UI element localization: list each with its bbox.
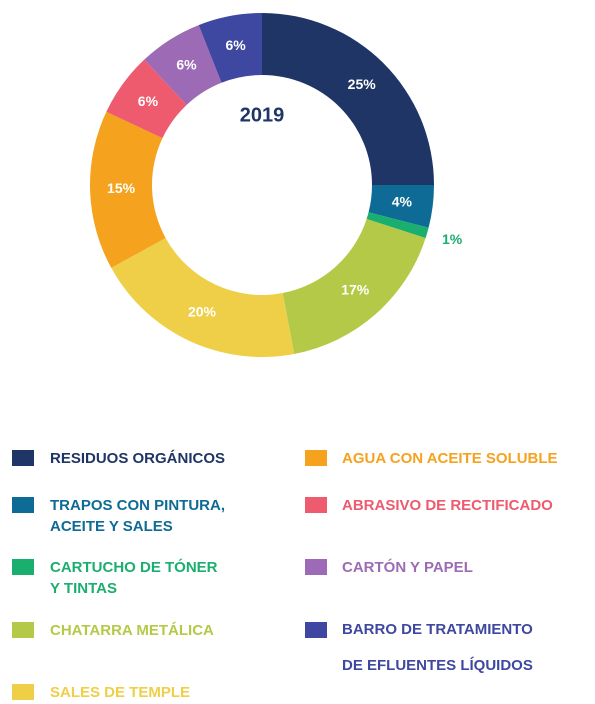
data-label: 25% — [348, 76, 377, 92]
donut-segment — [282, 218, 426, 354]
data-label: 15% — [107, 180, 136, 196]
donut-segment — [198, 13, 262, 83]
data-label: 17% — [341, 281, 370, 297]
legend-label: BARRO DE TRATAMIENTO DE EFLUENTES LÍQUID… — [342, 621, 533, 674]
legend-swatch — [12, 559, 34, 575]
legend-label: CARTÓN Y PAPEL — [342, 559, 473, 576]
donut-segment — [368, 185, 434, 228]
legend-swatch — [12, 622, 34, 638]
donut-segment — [106, 59, 187, 139]
data-label: 1% — [442, 231, 463, 247]
data-label: 4% — [392, 193, 413, 209]
data-label: 6% — [138, 93, 159, 109]
legend-swatch — [12, 450, 34, 466]
legend-swatch — [305, 622, 327, 638]
donut-segment — [111, 237, 295, 357]
legend-label: CHATARRA METÁLICA — [50, 622, 214, 639]
legend-label: ABRASIVO DE RECTIFICADO — [342, 497, 553, 514]
legend-label: SALES DE TEMPLE — [50, 684, 191, 701]
donut-segment — [262, 13, 434, 185]
data-label: 20% — [188, 303, 217, 319]
legend-swatch — [305, 497, 327, 513]
chart-title: 2019 — [240, 104, 285, 126]
donut-segment — [366, 212, 429, 239]
legend-swatch — [305, 559, 327, 575]
data-label: 6% — [225, 37, 246, 53]
chart: 2019 25% 4% 1% 17% 20% 15% 6% 6% 6% — [90, 13, 463, 357]
donut-segment — [90, 111, 166, 268]
legend-swatch — [12, 497, 34, 513]
legend-swatch — [12, 684, 34, 700]
donut-segment — [144, 25, 222, 105]
legend-label: AGUA CON ACEITE SOLUBLE — [342, 450, 558, 467]
data-label: 6% — [176, 57, 197, 73]
legend-swatch — [305, 450, 327, 466]
legend-label: RESIDUOS ORGÁNICOS — [50, 450, 226, 467]
legend-label: TRAPOS CON PINTURA, ACEITE Y SALES — [50, 497, 226, 535]
legend-label: CARTUCHO DE TÓNER Y TINTAS — [50, 559, 218, 597]
